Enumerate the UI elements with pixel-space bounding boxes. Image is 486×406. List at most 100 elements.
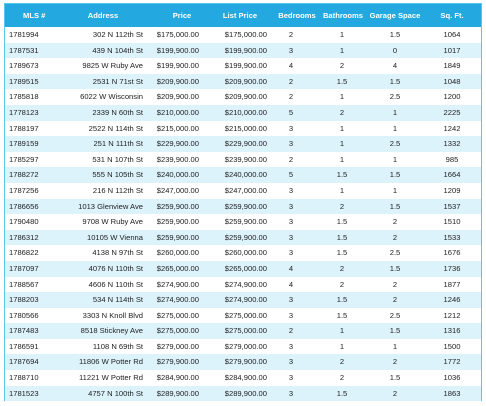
cell-address: 2339 N 60th St [92,107,143,117]
cell-price: $259,900.00 [156,201,199,211]
table-header: MLS # Address Price List Price Bedrooms … [5,4,481,27]
cell-bedrooms: 4 [288,263,294,273]
listings-table: MLS # Address Price List Price Bedrooms … [5,4,481,402]
table-row: 1786591 1108 N 69th St $279,000.00 $279,000… [5,338,481,355]
table-row: 1786312 10105 W Vienna $259,900.00 $259,900… [5,229,481,246]
cell-list-price: $229,900.00 [224,139,267,149]
cell-price: $199,900.00 [156,61,199,71]
cell-garage-space: 1.5 [389,76,401,86]
cell-address: 10105 W Vienna [86,232,143,242]
cell-list-price: $175,000.00 [224,30,267,39]
cell-garage-space: 2 [392,232,398,242]
cell-sq-ft: 1533 [443,232,461,242]
cell-bathrooms: 1.5 [336,76,348,86]
cell-address: 302 N 112th St [92,30,143,39]
listings-table-frame: MLS # Address Price List Price Bedrooms … [4,3,482,402]
cell-garage-space: 2.5 [389,248,401,258]
cell-garage-space: 1.5 [389,201,401,211]
cell-bedrooms: 3 [288,310,294,320]
cell-list-price: $274,900.00 [224,279,267,289]
cell-address: 439 N 104th St [92,45,143,55]
cell-sq-ft: 1676 [443,248,461,258]
cell-bedrooms: 2 [288,154,294,164]
table-row: 1778123 2339 N 60th St $210,000.00 $210,000… [5,104,481,121]
cell-address: 216 N 112th St [92,185,143,195]
table-row: 1781994 302 N 112th St $175,000.00 $175,000… [5,27,481,43]
cell-list-price: $265,000.00 [224,263,267,273]
cell-sq-ft: 1863 [443,388,461,398]
table-row: 1787097 4076 N 110th St $265,000.00 $265,00… [5,260,481,277]
cell-garage-space: 1.5 [389,170,401,180]
cell-bedrooms: 3 [288,232,294,242]
cell-mls: 1787694 [9,357,39,367]
cell-mls: 1789515 [9,76,39,86]
cell-garage-space: 2.5 [389,139,401,149]
cell-list-price: $247,000.00 [224,185,267,195]
cell-bedrooms: 4 [288,61,294,71]
cell-sq-ft: 1246 [443,295,461,305]
cell-bathrooms: 1.5 [336,232,348,242]
cell-bedrooms: 3 [288,217,294,227]
cell-bathrooms: 2 [339,373,345,383]
cell-sq-ft: 1036 [443,373,461,383]
cell-sq-ft: 1537 [443,201,461,211]
cell-address: 251 N 111th St [93,139,143,149]
table-row: 1785818 6022 W Wisconsin $209,900.00 $209,9… [5,89,481,105]
cell-mls: 1786656 [9,201,39,211]
cell-list-price: $210,000.00 [224,107,267,117]
table-row: 1788203 534 N 114th St $274,900.00 $274,900… [5,292,481,308]
cell-list-price: $209,900.00 [224,92,267,102]
header-sq-ft: Sq. Ft. [440,11,464,20]
cell-bathrooms: 1 [339,92,345,102]
cell-address: 11221 W Potter Rd [78,373,143,383]
header-bedrooms: Bedrooms [278,11,316,20]
cell-bedrooms: 2 [288,326,294,336]
cell-garage-space: 1 [392,154,398,164]
cell-sq-ft: 1500 [443,341,461,351]
table-row: 1785297 531 N 107th St $239,900.00 $239,900… [5,151,481,168]
cell-address: 4138 N 97th St [92,248,143,258]
cell-list-price: $259,900.00 [224,232,267,242]
cell-price: $260,000.00 [156,248,199,258]
cell-address: 11806 W Potter Rd [78,357,143,367]
cell-bathrooms: 1.5 [336,248,348,258]
cell-list-price: $260,000.00 [224,248,267,258]
header-row: MLS # Address Price List Price Bedrooms … [5,4,481,27]
cell-bathrooms: 2 [339,357,345,367]
cell-list-price: $240,000.00 [224,170,267,180]
cell-sq-ft: 1772 [443,357,461,367]
cell-mls: 1787531 [9,45,39,55]
cell-sq-ft: 1332 [443,139,461,149]
cell-bathrooms: 1 [339,139,345,149]
cell-list-price: $289,900.00 [224,388,267,398]
cell-list-price: $199,900.00 [224,61,267,71]
cell-price: $239,900.00 [156,154,199,164]
cell-price: $279,000.00 [156,341,199,351]
cell-garage-space: 1 [392,123,398,133]
cell-list-price: $215,000.00 [224,123,267,133]
cell-sq-ft: 1017 [443,45,461,55]
cell-bathrooms: 2 [339,61,345,71]
cell-price: $279,900.00 [156,357,199,367]
cell-bedrooms: 3 [288,123,294,133]
cell-price: $259,900.00 [156,232,199,242]
cell-bathrooms: 1 [339,185,345,195]
cell-mls: 1790480 [9,217,39,227]
cell-mls: 1780566 [9,310,39,320]
cell-mls: 1788203 [9,295,39,305]
cell-garage-space: 2 [392,295,398,305]
cell-price: $274,900.00 [156,279,199,289]
cell-address: 555 N 105th St [92,170,143,180]
cell-sq-ft: 2225 [443,107,461,117]
cell-address: 2531 N 71st St [92,76,143,86]
cell-sq-ft: 1200 [443,92,461,102]
cell-address: 4757 N 100th St [88,388,143,398]
cell-list-price: $284,900.00 [224,373,267,383]
cell-price: $175,000.00 [156,30,199,39]
cell-list-price: $199,900.00 [224,45,267,55]
cell-sq-ft: 985 [445,154,459,164]
cell-bedrooms: 3 [288,248,294,258]
cell-price: $229,900.00 [156,139,199,149]
cell-sq-ft: 1849 [443,61,461,71]
cell-bathrooms: 1.5 [336,295,348,305]
